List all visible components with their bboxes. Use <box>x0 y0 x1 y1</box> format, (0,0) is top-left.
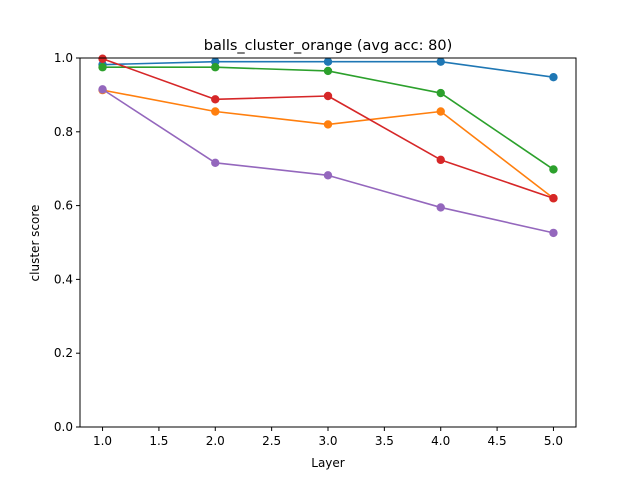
data-point <box>436 155 445 165</box>
x-tick-label: 5.0 <box>544 434 563 448</box>
data-point <box>211 63 220 72</box>
data-point <box>323 120 333 129</box>
series-5 <box>98 85 558 238</box>
data-point <box>549 165 558 174</box>
x-tick-label: 2.0 <box>206 434 225 448</box>
series-layer <box>98 54 558 238</box>
x-tick-label: 3.0 <box>318 434 337 448</box>
x-axis-label: Layer <box>311 456 345 470</box>
series-4 <box>98 54 558 203</box>
data-point <box>211 95 220 104</box>
data-point <box>98 85 107 94</box>
x-tick-label: 4.0 <box>431 434 450 448</box>
data-point <box>436 88 445 98</box>
data-point <box>211 107 220 116</box>
data-point <box>436 57 445 66</box>
x-tick-label: 2.5 <box>262 434 281 448</box>
data-point <box>98 63 107 72</box>
data-point <box>436 107 445 116</box>
y-axis: 0.0 0.2 0.4 0.6 0.8 1.0 <box>54 51 80 434</box>
x-tick-label: 4.5 <box>488 434 507 448</box>
data-point <box>323 171 333 180</box>
data-point <box>323 66 333 76</box>
y-tick-label: 0.4 <box>54 272 73 286</box>
data-point <box>549 228 558 238</box>
data-point <box>323 91 333 101</box>
x-axis: 1.0 1.5 2.0 2.5 3.0 3.5 4.0 4.5 5.0 <box>93 427 563 448</box>
y-tick-label: 0.6 <box>54 199 73 213</box>
y-tick-label: 0.2 <box>54 346 73 360</box>
data-point <box>98 54 107 63</box>
data-point <box>549 72 558 82</box>
data-point <box>436 203 445 212</box>
x-tick-label: 3.5 <box>375 434 394 448</box>
data-point <box>211 158 220 167</box>
y-tick-label: 0.0 <box>54 420 73 434</box>
series-3 <box>98 63 558 174</box>
y-axis-label: cluster score <box>28 205 42 282</box>
y-tick-label: 0.8 <box>54 125 73 139</box>
y-tick-label: 1.0 <box>54 51 73 65</box>
x-tick-label: 1.0 <box>93 434 112 448</box>
x-tick-label: 1.5 <box>149 434 168 448</box>
data-point <box>549 194 558 203</box>
chart-title: balls_cluster_orange (avg acc: 80) <box>204 38 453 54</box>
data-point <box>323 57 333 66</box>
